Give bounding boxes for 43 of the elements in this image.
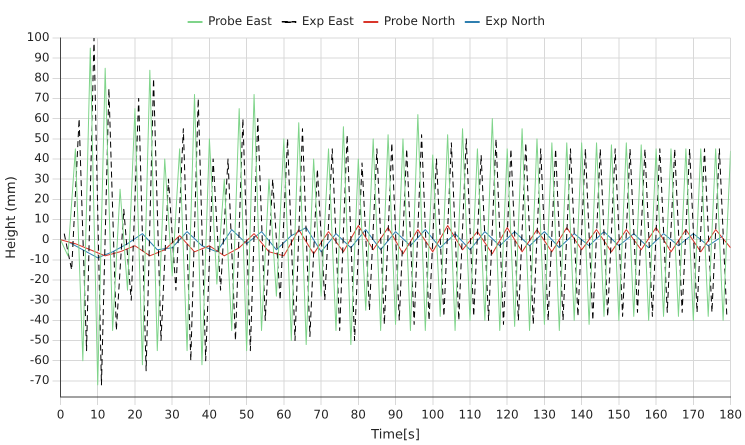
legend-label: Exp North (485, 14, 545, 28)
x-tick-label: 170 (682, 407, 705, 422)
y-tick-label: -10 (30, 252, 50, 266)
y-tick-label: 50 (34, 130, 50, 145)
x-tick-label: 110 (458, 407, 482, 422)
x-axis-title: Time[s] (370, 428, 420, 443)
y-tick-label: -30 (30, 292, 50, 306)
y-tick-label: 60 (34, 110, 50, 125)
y-tick-label: -70 (30, 372, 50, 387)
x-tick-label: 40 (202, 407, 218, 422)
x-tick-label: 30 (164, 407, 180, 422)
x-tick-label: 120 (496, 407, 519, 422)
x-tick-label: 100 (421, 407, 444, 422)
x-tick-label: 150 (607, 407, 630, 422)
x-tick-label: 0 (56, 407, 64, 422)
x-tick-label: 10 (90, 407, 106, 422)
y-tick-label: 100 (26, 30, 50, 44)
x-tick-label: 60 (276, 407, 292, 422)
x-tick-label: 130 (532, 407, 556, 422)
y-tick-label: 20 (34, 191, 50, 206)
x-tick-label: 20 (127, 407, 143, 422)
x-tick-label: 140 (570, 407, 594, 422)
y-tick-label: 10 (34, 212, 50, 226)
y-tick-label: -20 (30, 272, 50, 286)
y-tick-label: 90 (34, 50, 50, 64)
legend-label: Probe East (208, 14, 272, 28)
y-tick-label: 70 (34, 90, 50, 105)
y-tick-label: 80 (34, 70, 50, 84)
legend-label: Probe North (384, 14, 456, 28)
x-tick-label: 180 (719, 407, 742, 422)
y-tick-label: 0 (42, 232, 50, 246)
y-tick-label: 40 (34, 151, 50, 166)
x-tick-label: 160 (644, 407, 668, 422)
y-tick-label: -50 (30, 332, 50, 347)
y-tick-label: -60 (30, 352, 50, 367)
x-tick-label: 50 (238, 407, 254, 422)
legend-label: Exp East (302, 14, 354, 28)
x-tick-label: 80 (350, 407, 366, 422)
x-tick-label: 90 (388, 407, 404, 422)
y-tick-label: -40 (30, 312, 50, 326)
y-tick-label: 30 (34, 171, 50, 186)
x-tick-label: 70 (313, 407, 329, 422)
y-axis-title: Height (mm) (4, 176, 20, 259)
